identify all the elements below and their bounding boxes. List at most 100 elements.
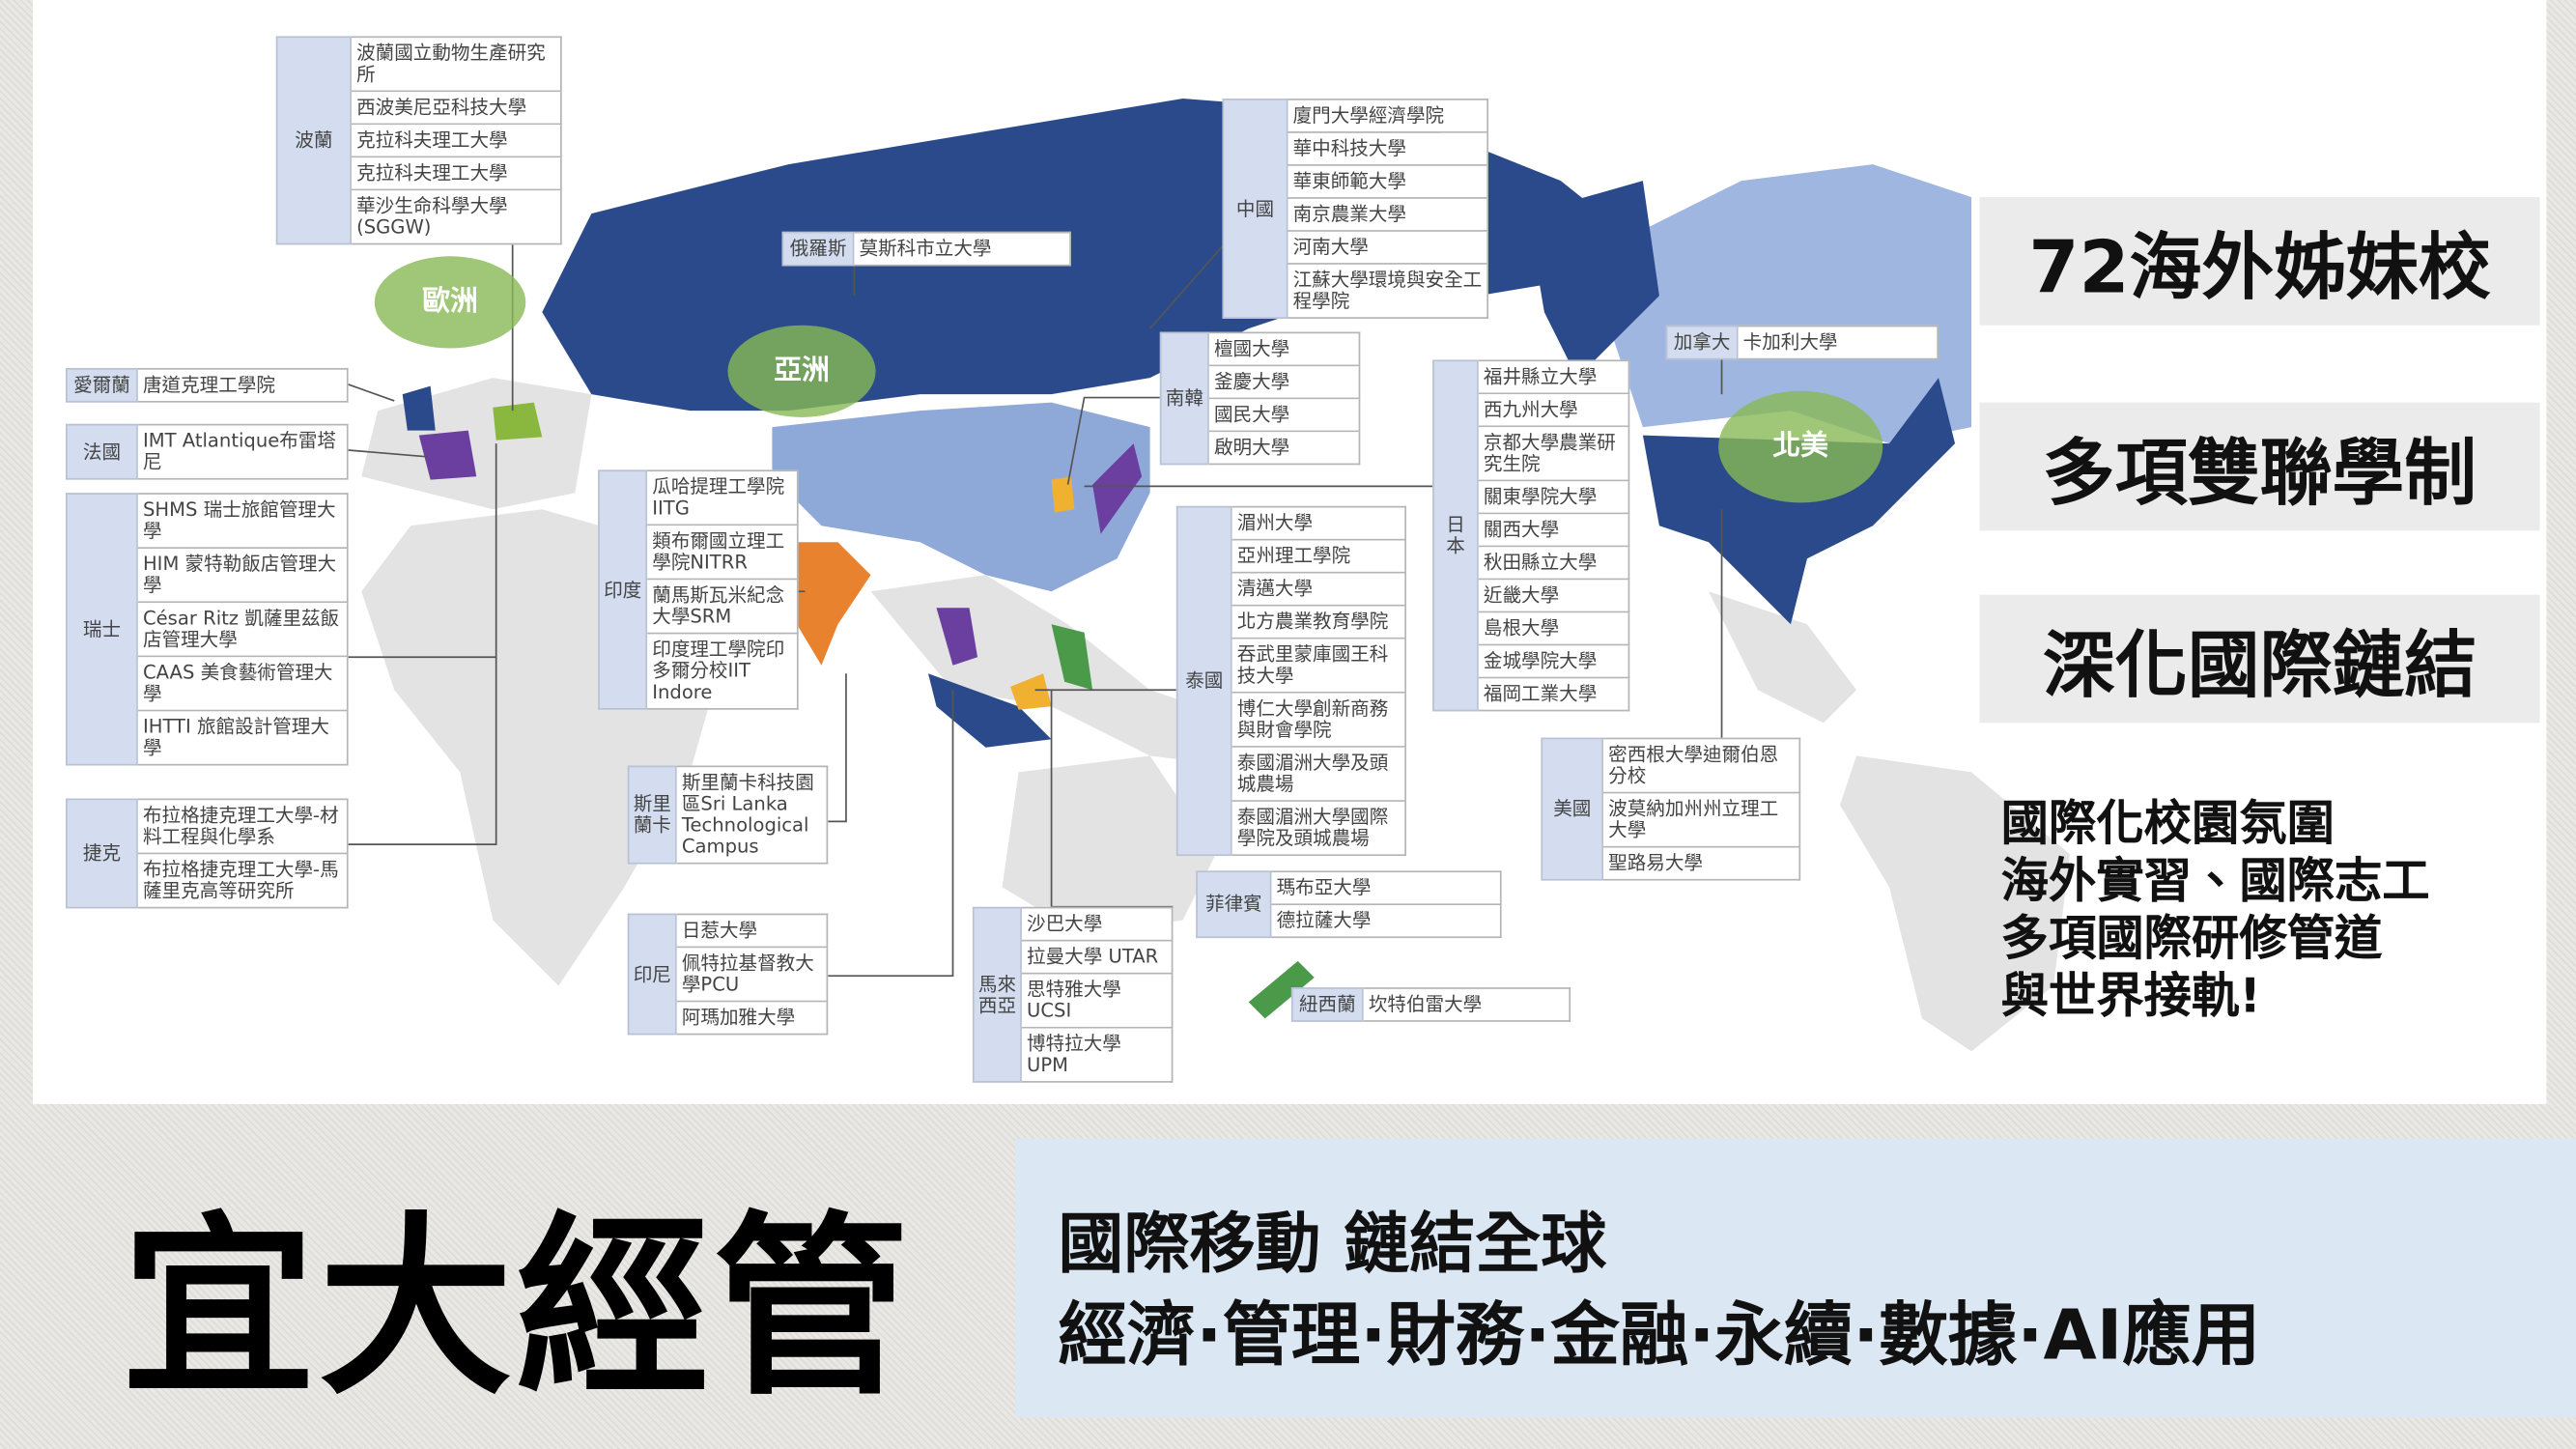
country-label: 美國 bbox=[1541, 737, 1604, 881]
school: SHMS 瑞士旅館管理大學 bbox=[137, 493, 349, 550]
country-group: 日本 福井縣立大學 西九州大學 京都大學農業研究生院 關東學院大學 關西大學 秋田縣立大學近… bbox=[1432, 359, 1630, 712]
school-list: 卡加利大學 bbox=[1738, 325, 1939, 360]
school: 釜慶大學 bbox=[1208, 366, 1361, 400]
tagline: 國際移動 鏈結全球 bbox=[1058, 1207, 1607, 1284]
school: 清邁大學 bbox=[1231, 573, 1406, 607]
school-list: 廈門大學經濟學院 華中科技大學 華東師範大學 南京農業大學 河南大學 江蘇大學環境與安全工… bbox=[1288, 99, 1489, 319]
school: 福井縣立大學 bbox=[1478, 359, 1630, 395]
region-label: 歐洲 bbox=[422, 284, 478, 317]
country-label: 日本 bbox=[1432, 359, 1479, 712]
school-list: 布拉格捷克理工大學-材料工程與化學系 布拉格捷克理工大學-馬薩里克高等研究所 bbox=[137, 798, 349, 909]
country-label: 波蘭 bbox=[275, 36, 352, 245]
school: 克拉科夫理工大學 bbox=[351, 157, 562, 191]
new-zealand bbox=[1248, 960, 1315, 1019]
country-label: 泰國 bbox=[1175, 505, 1232, 857]
school: 唐道克理工學院 bbox=[137, 367, 349, 403]
korea bbox=[1051, 476, 1075, 513]
country-label: 印尼 bbox=[627, 913, 677, 1036]
school: 莫斯科市立大學 bbox=[854, 231, 1071, 267]
highlight: 深化國際鏈結 bbox=[1979, 594, 2540, 724]
country-label: 斯里蘭卡 bbox=[627, 765, 677, 865]
school: 關西大學 bbox=[1478, 514, 1630, 548]
country-group: 愛爾蘭 唐道克理工學院 bbox=[66, 367, 349, 403]
school: 廈門大學經濟學院 bbox=[1288, 99, 1489, 133]
indonesia bbox=[928, 673, 1052, 748]
school: 密西根大學迪爾伯恩分校 bbox=[1603, 737, 1801, 794]
school: 關東學院大學 bbox=[1478, 481, 1630, 515]
school-list: 波蘭國立動物生產研究所 西波美尼亞科技大學 克拉科夫理工大學 克拉科夫理工大學 華沙生命… bbox=[351, 36, 562, 245]
feature: 國際化校園氛圍 bbox=[2000, 795, 2335, 851]
country-group: 印尼 日惹大學 佩特拉基督教大學PCU 阿瑪加雅大學 bbox=[627, 913, 829, 1036]
school: 京都大學農業研究生院 bbox=[1478, 427, 1630, 482]
country-label: 南韓 bbox=[1159, 331, 1209, 466]
school: 檀國大學 bbox=[1208, 331, 1361, 367]
country-group: 斯里蘭卡 斯里蘭卡科技園區Sri Lanka Technological Camp… bbox=[627, 765, 829, 865]
poland bbox=[493, 402, 543, 440]
feature: 海外實習、國際志工 bbox=[2000, 852, 2430, 909]
greenland bbox=[1527, 181, 1659, 379]
school: 瑪布亞大學 bbox=[1271, 870, 1502, 906]
school: 思特雅大學 UCSI bbox=[1021, 974, 1174, 1029]
school: 西九州大學 bbox=[1478, 394, 1630, 428]
country-label: 菲律賓 bbox=[1196, 870, 1272, 939]
school: 湄州大學 bbox=[1231, 505, 1406, 541]
school: 華中科技大學 bbox=[1288, 132, 1489, 166]
school: 福岡工業大學 bbox=[1478, 678, 1630, 712]
country-group: 法國 IMT Atlantique布雷塔尼 bbox=[66, 423, 349, 480]
country-label: 紐西蘭 bbox=[1290, 987, 1364, 1022]
region-bubble bbox=[1718, 390, 1883, 503]
country-label: 印度 bbox=[598, 469, 648, 710]
school: 聖路易大學 bbox=[1603, 847, 1801, 881]
school-list: SHMS 瑞士旅館管理大學 HIM 蒙特勒飯店管理大學 César Ritz 凱薩里… bbox=[137, 493, 349, 766]
school: 德拉薩大學 bbox=[1271, 905, 1502, 939]
country-label: 瑞士 bbox=[66, 493, 138, 766]
school-list: 沙巴大學 拉曼大學 UTAR 思特雅大學 UCSI 博特拉大學 UPM bbox=[1021, 906, 1174, 1083]
school: 華東師範大學 bbox=[1288, 165, 1489, 199]
leader-lines bbox=[348, 242, 1723, 978]
school: 日惹大學 bbox=[676, 913, 829, 949]
country-label: 中國 bbox=[1222, 99, 1288, 319]
canada bbox=[1609, 164, 1972, 444]
school: 波莫納加州州立理工大學 bbox=[1603, 793, 1801, 848]
school-list: 檀國大學 釜慶大學 國民大學 啟明大學 bbox=[1208, 331, 1361, 466]
school-list: 莫斯科市立大學 bbox=[854, 231, 1071, 267]
country-label: 加拿大 bbox=[1665, 325, 1739, 360]
school: HIM 蒙特勒飯店管理大學 bbox=[137, 549, 349, 604]
school: 北方農業教育學院 bbox=[1231, 606, 1406, 639]
uk bbox=[402, 385, 436, 431]
country-label: 捷克 bbox=[66, 798, 138, 909]
school: 亞州理工學院 bbox=[1231, 540, 1406, 574]
country-group: 印度 瓜哈提理工學院IITG 類布爾國立理工學院NITRR 蘭馬斯瓦米紀念大學SRM 印… bbox=[598, 469, 799, 710]
school-list: 密西根大學迪爾伯恩分校 波莫納加州州立理工大學 聖路易大學 bbox=[1603, 737, 1801, 881]
feature: 多項國際研修管道 bbox=[2000, 910, 2383, 966]
school: 蘭馬斯瓦米紀念大學SRM bbox=[647, 580, 799, 635]
school: IHTTI 旅館設計管理大學 bbox=[137, 711, 349, 766]
school: 博仁大學創新商務與財會學院 bbox=[1231, 693, 1406, 748]
country-group: 馬來西亞 沙巴大學 拉曼大學 UTAR 思特雅大學 UCSI 博特拉大學 UPM bbox=[972, 906, 1174, 1083]
highlight: 72海外姊妹校 bbox=[1979, 197, 2540, 326]
country-label: 愛爾蘭 bbox=[66, 367, 138, 403]
school: 華沙生命科學大學(SGGW) bbox=[351, 190, 562, 245]
school: 瓜哈提理工學院IITG bbox=[647, 469, 799, 526]
region-label: 亞洲 bbox=[774, 353, 830, 385]
school: 坎特伯雷大學 bbox=[1363, 987, 1571, 1022]
features: 國際化校園氛圍 海外實習、國際志工 多項國際研修管道 與世界接軌! bbox=[2001, 795, 2430, 1025]
footer-title: 宜大經管 bbox=[121, 1194, 911, 1422]
school-list: 瑪布亞大學 德拉薩大學 bbox=[1271, 870, 1502, 939]
school: 博特拉大學 UPM bbox=[1021, 1028, 1174, 1083]
country-group: 波蘭 波蘭國立動物生產研究所 西波美尼亞科技大學 克拉科夫理工大學 克拉科夫理工大學 華沙… bbox=[275, 36, 562, 245]
country-group: 瑞士 SHMS 瑞士旅館管理大學 HIM 蒙特勒飯店管理大學 César Ritz 凱… bbox=[66, 493, 349, 766]
country-group: 紐西蘭 坎特伯雷大學 bbox=[1290, 987, 1571, 1022]
school: 國民大學 bbox=[1208, 399, 1361, 433]
school: CAAS 美食藝術管理大學 bbox=[137, 657, 349, 712]
school: 吞武里蒙庫國王科技大學 bbox=[1231, 639, 1406, 694]
school: 布拉格捷克理工大學-馬薩里克高等研究所 bbox=[137, 854, 349, 909]
school: 泰國湄洲大學國際學院及頭城農場 bbox=[1231, 801, 1406, 857]
japan bbox=[1092, 443, 1143, 534]
school: 類布爾國立理工學院NITRR bbox=[647, 526, 799, 581]
school: 江蘇大學環境與安全工程學院 bbox=[1288, 264, 1489, 319]
country-group: 菲律賓 瑪布亞大學 德拉薩大學 bbox=[1196, 870, 1502, 939]
school: 拉曼大學 UTAR bbox=[1021, 941, 1174, 975]
country-label: 馬來西亞 bbox=[972, 906, 1022, 1083]
